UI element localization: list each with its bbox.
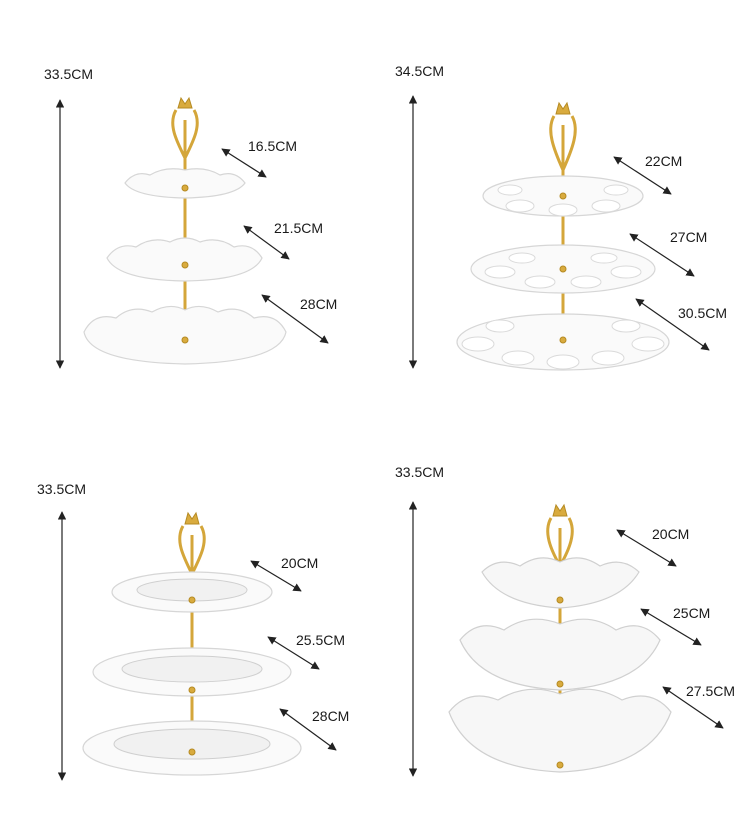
tier-bowl-bottom bbox=[448, 688, 672, 773]
crown-finial bbox=[552, 503, 568, 517]
tier-label-bottom: 27.5CM bbox=[686, 683, 735, 699]
tier-label-bottom: 30.5CM bbox=[678, 305, 727, 321]
tier-dimension-bottom bbox=[635, 298, 710, 351]
tier-label-top: 20CM bbox=[652, 526, 689, 542]
cake-stand bbox=[456, 101, 670, 371]
tier-label-middle: 21.5CM bbox=[274, 220, 323, 236]
tier-bowl-middle bbox=[459, 618, 661, 691]
tier-dimension-middle bbox=[243, 225, 290, 260]
tier-label-middle: 25.5CM bbox=[296, 632, 345, 648]
tier-label-middle: 25CM bbox=[673, 605, 710, 621]
tier-dimension-top bbox=[613, 156, 672, 195]
crown-finial bbox=[184, 511, 200, 525]
cake-stand bbox=[448, 503, 672, 773]
tier-dimension-top bbox=[616, 529, 677, 567]
tier-plate-bottom bbox=[83, 305, 287, 365]
cake-stand bbox=[82, 511, 302, 776]
height-label: 33.5CM bbox=[37, 481, 86, 497]
tier-dimension-bottom bbox=[279, 708, 337, 751]
tier-plate-top bbox=[124, 168, 246, 199]
tier-dimension-middle bbox=[629, 233, 695, 277]
tier-dimension-bottom bbox=[662, 686, 724, 729]
height-label: 33.5CM bbox=[44, 66, 93, 82]
crown-finial bbox=[177, 96, 193, 109]
product-scalloped-plate-stand: 33.5CM 20CM 25.5CM 28CM bbox=[37, 481, 349, 781]
tier-label-bottom: 28CM bbox=[312, 708, 349, 724]
tier-bowl-top bbox=[481, 557, 640, 609]
tier-label-top: 22CM bbox=[645, 153, 682, 169]
tier-plate-middle bbox=[106, 237, 263, 282]
tier-label-bottom: 28CM bbox=[300, 296, 337, 312]
tier-dimension-middle bbox=[267, 636, 320, 670]
tier-dimension-bottom bbox=[261, 294, 329, 344]
tier-dimension-top bbox=[250, 560, 302, 592]
cake-stand bbox=[83, 96, 287, 365]
product-lace-plate-stand: 33.5CM 16.5CM 21.5CM 28CM bbox=[44, 66, 337, 369]
height-label: 34.5CM bbox=[395, 63, 444, 79]
product-petal-bowl-stand: 33.5CM 20CM 25CM 27.5CM bbox=[395, 464, 735, 777]
crown-finial bbox=[555, 101, 571, 115]
stand-handle bbox=[549, 115, 577, 174]
tier-label-top: 20CM bbox=[281, 555, 318, 571]
product-flower-compartment-stand: 34.5CM bbox=[395, 63, 727, 371]
tier-dimension-top bbox=[221, 148, 267, 178]
height-label: 33.5CM bbox=[395, 464, 444, 480]
tier-dimension-middle bbox=[640, 608, 702, 646]
stand-handle bbox=[171, 109, 199, 162]
tier-label-middle: 27CM bbox=[670, 229, 707, 245]
tier-label-top: 16.5CM bbox=[248, 138, 297, 154]
